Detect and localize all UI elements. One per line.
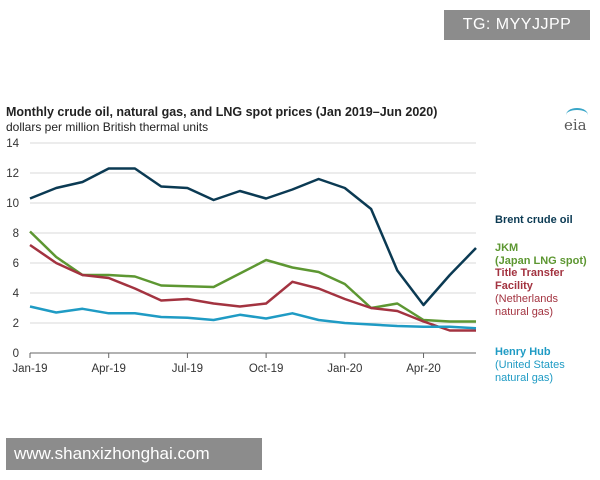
series-line [29, 230, 476, 323]
legend: Brent crude oil JKM (Japan LNG spot)Title … [495, 214, 587, 384]
x-tick-label: Jan-20 [327, 363, 362, 375]
x-tick-label: Apr-19 [91, 363, 126, 375]
watermark-bottom: www.shanxizhonghai.com [6, 438, 262, 470]
x-tick-label: Oct-19 [249, 363, 284, 375]
series-line [29, 243, 476, 332]
chart-subtitle: dollars per million British thermal unit… [6, 120, 208, 134]
legend-entry: JKM (Japan LNG spot) [495, 242, 587, 267]
legend-entry: Henry Hub (United States natural gas) [495, 346, 565, 384]
series-line [29, 305, 477, 330]
x-axis: Jan-19 Apr-19 Jul-19 Oct-19 Jan-20 Apr-20 [12, 353, 441, 375]
grid-lines [30, 142, 476, 324]
x-tick-label: Jul-19 [172, 363, 203, 375]
legend-entry: Brent crude oil [495, 214, 573, 226]
y-tick-label: 2 [13, 318, 19, 330]
series-line [29, 167, 477, 307]
y-axis: 0 2 4 6 8 10 12 14 [6, 138, 476, 360]
logo-arc [566, 108, 588, 122]
logo-text: eia [564, 116, 587, 134]
eia-logo: eia [560, 108, 588, 134]
chart-title: Monthly crude oil, natural gas, and LNG … [6, 105, 437, 119]
watermark-top: TG: MYYJJPP [444, 10, 590, 40]
y-tick-label: 4 [13, 288, 20, 300]
x-tick-label: Jan-19 [12, 363, 47, 375]
y-tick-label: 14 [6, 138, 19, 150]
y-tick-label: 0 [13, 348, 19, 360]
y-tick-label: 10 [6, 198, 19, 210]
y-tick-label: 6 [13, 258, 19, 270]
x-tick-label: Apr-20 [406, 363, 441, 375]
legend-entry: Title Transfer Facility (Netherlands natura… [495, 267, 565, 318]
y-tick-label: 12 [6, 168, 19, 180]
series-lines [29, 167, 477, 332]
y-tick-label: 8 [13, 228, 19, 240]
